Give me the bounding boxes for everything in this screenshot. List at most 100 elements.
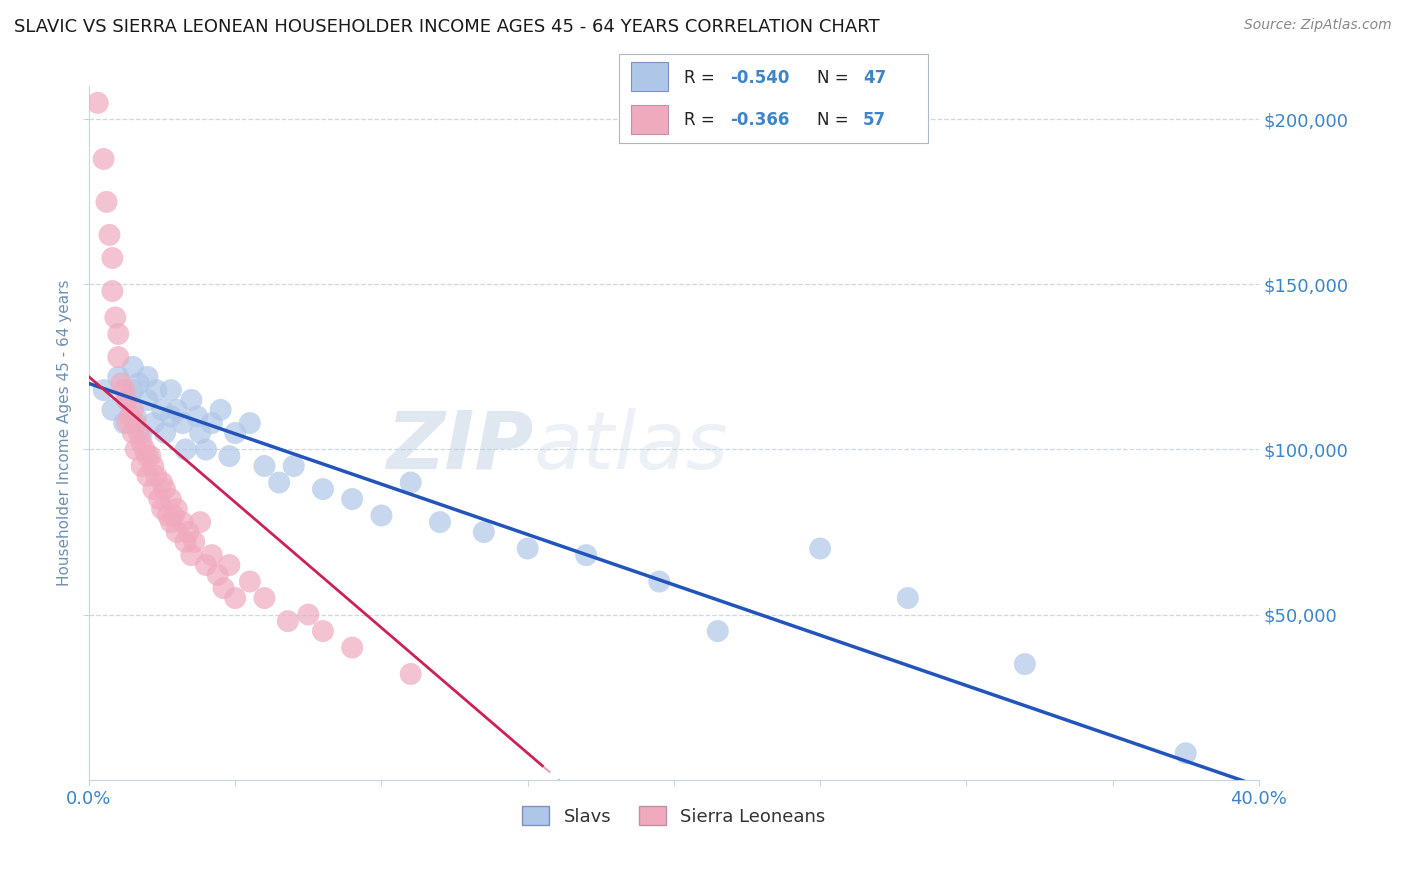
Point [160,491,183,506]
Point [177,524,200,539]
Point [125,409,148,424]
Text: Source: ZipAtlas.com: Source: ZipAtlas.com [1244,18,1392,32]
Point [160,383,183,397]
Point [180,392,202,407]
Text: R =: R = [683,70,720,87]
Point [1174,746,1197,760]
Point [239,574,262,589]
Point [110,376,132,391]
Point [128,425,150,440]
Point [153,425,176,440]
Point [253,458,276,473]
Point [224,425,246,440]
Point [150,502,173,516]
Point [340,640,363,655]
Text: ZIP: ZIP [387,408,533,486]
Point [166,524,188,539]
Point [160,515,183,529]
Point [297,607,319,622]
Text: atlas: atlas [533,408,728,486]
Point [218,558,240,572]
Point [163,508,186,523]
Point [131,436,153,450]
Point [370,508,392,523]
Point [142,458,165,473]
Text: R =: R = [683,111,720,128]
Point [174,442,197,457]
Text: N =: N = [817,111,853,128]
Point [87,95,110,110]
Point [472,524,495,539]
Point [115,392,138,407]
Point [112,383,135,397]
Point [648,574,671,589]
Point [125,416,148,430]
Point [172,515,194,529]
Point [134,442,156,457]
Point [267,475,290,490]
Point [183,535,205,549]
Point [136,449,159,463]
Point [212,581,235,595]
Text: -0.366: -0.366 [730,111,789,128]
Point [897,591,920,605]
Point [186,409,208,424]
Point [121,403,143,417]
Point [399,667,422,681]
Point [209,403,232,417]
Point [312,624,335,638]
Text: N =: N = [817,70,853,87]
Point [96,194,118,209]
Point [118,409,141,424]
Y-axis label: Householder Income Ages 45 - 64 years: Householder Income Ages 45 - 64 years [58,280,72,586]
Point [142,416,165,430]
Text: 47: 47 [863,70,886,87]
Point [201,548,224,562]
Point [150,403,173,417]
Point [224,591,246,605]
Legend: Slavs, Sierra Leoneans: Slavs, Sierra Leoneans [515,799,832,833]
Point [340,491,363,506]
Point [145,469,167,483]
Point [121,383,143,397]
Point [104,310,127,325]
Point [131,458,153,473]
Point [107,350,129,364]
Point [808,541,831,556]
Point [107,326,129,341]
Point [142,482,165,496]
Point [153,482,176,496]
Point [107,369,129,384]
Point [180,548,202,562]
Point [150,475,173,490]
Point [121,359,143,374]
Point [174,535,197,549]
Point [312,482,335,496]
Point [136,369,159,384]
Point [707,624,730,638]
Point [128,376,150,391]
Point [172,416,194,430]
Point [239,416,262,430]
Text: 57: 57 [863,111,886,128]
Point [115,416,138,430]
Point [166,403,188,417]
Point [399,475,422,490]
Point [136,469,159,483]
Point [131,425,153,440]
Point [201,416,224,430]
Point [139,449,162,463]
Point [283,458,305,473]
Point [121,425,143,440]
Point [101,284,124,298]
Point [218,449,240,463]
Point [112,416,135,430]
Point [160,409,183,424]
Point [194,558,217,572]
Point [166,502,188,516]
Point [98,227,121,242]
Point [277,614,299,628]
Point [145,383,167,397]
Point [148,491,170,506]
FancyBboxPatch shape [631,62,668,91]
